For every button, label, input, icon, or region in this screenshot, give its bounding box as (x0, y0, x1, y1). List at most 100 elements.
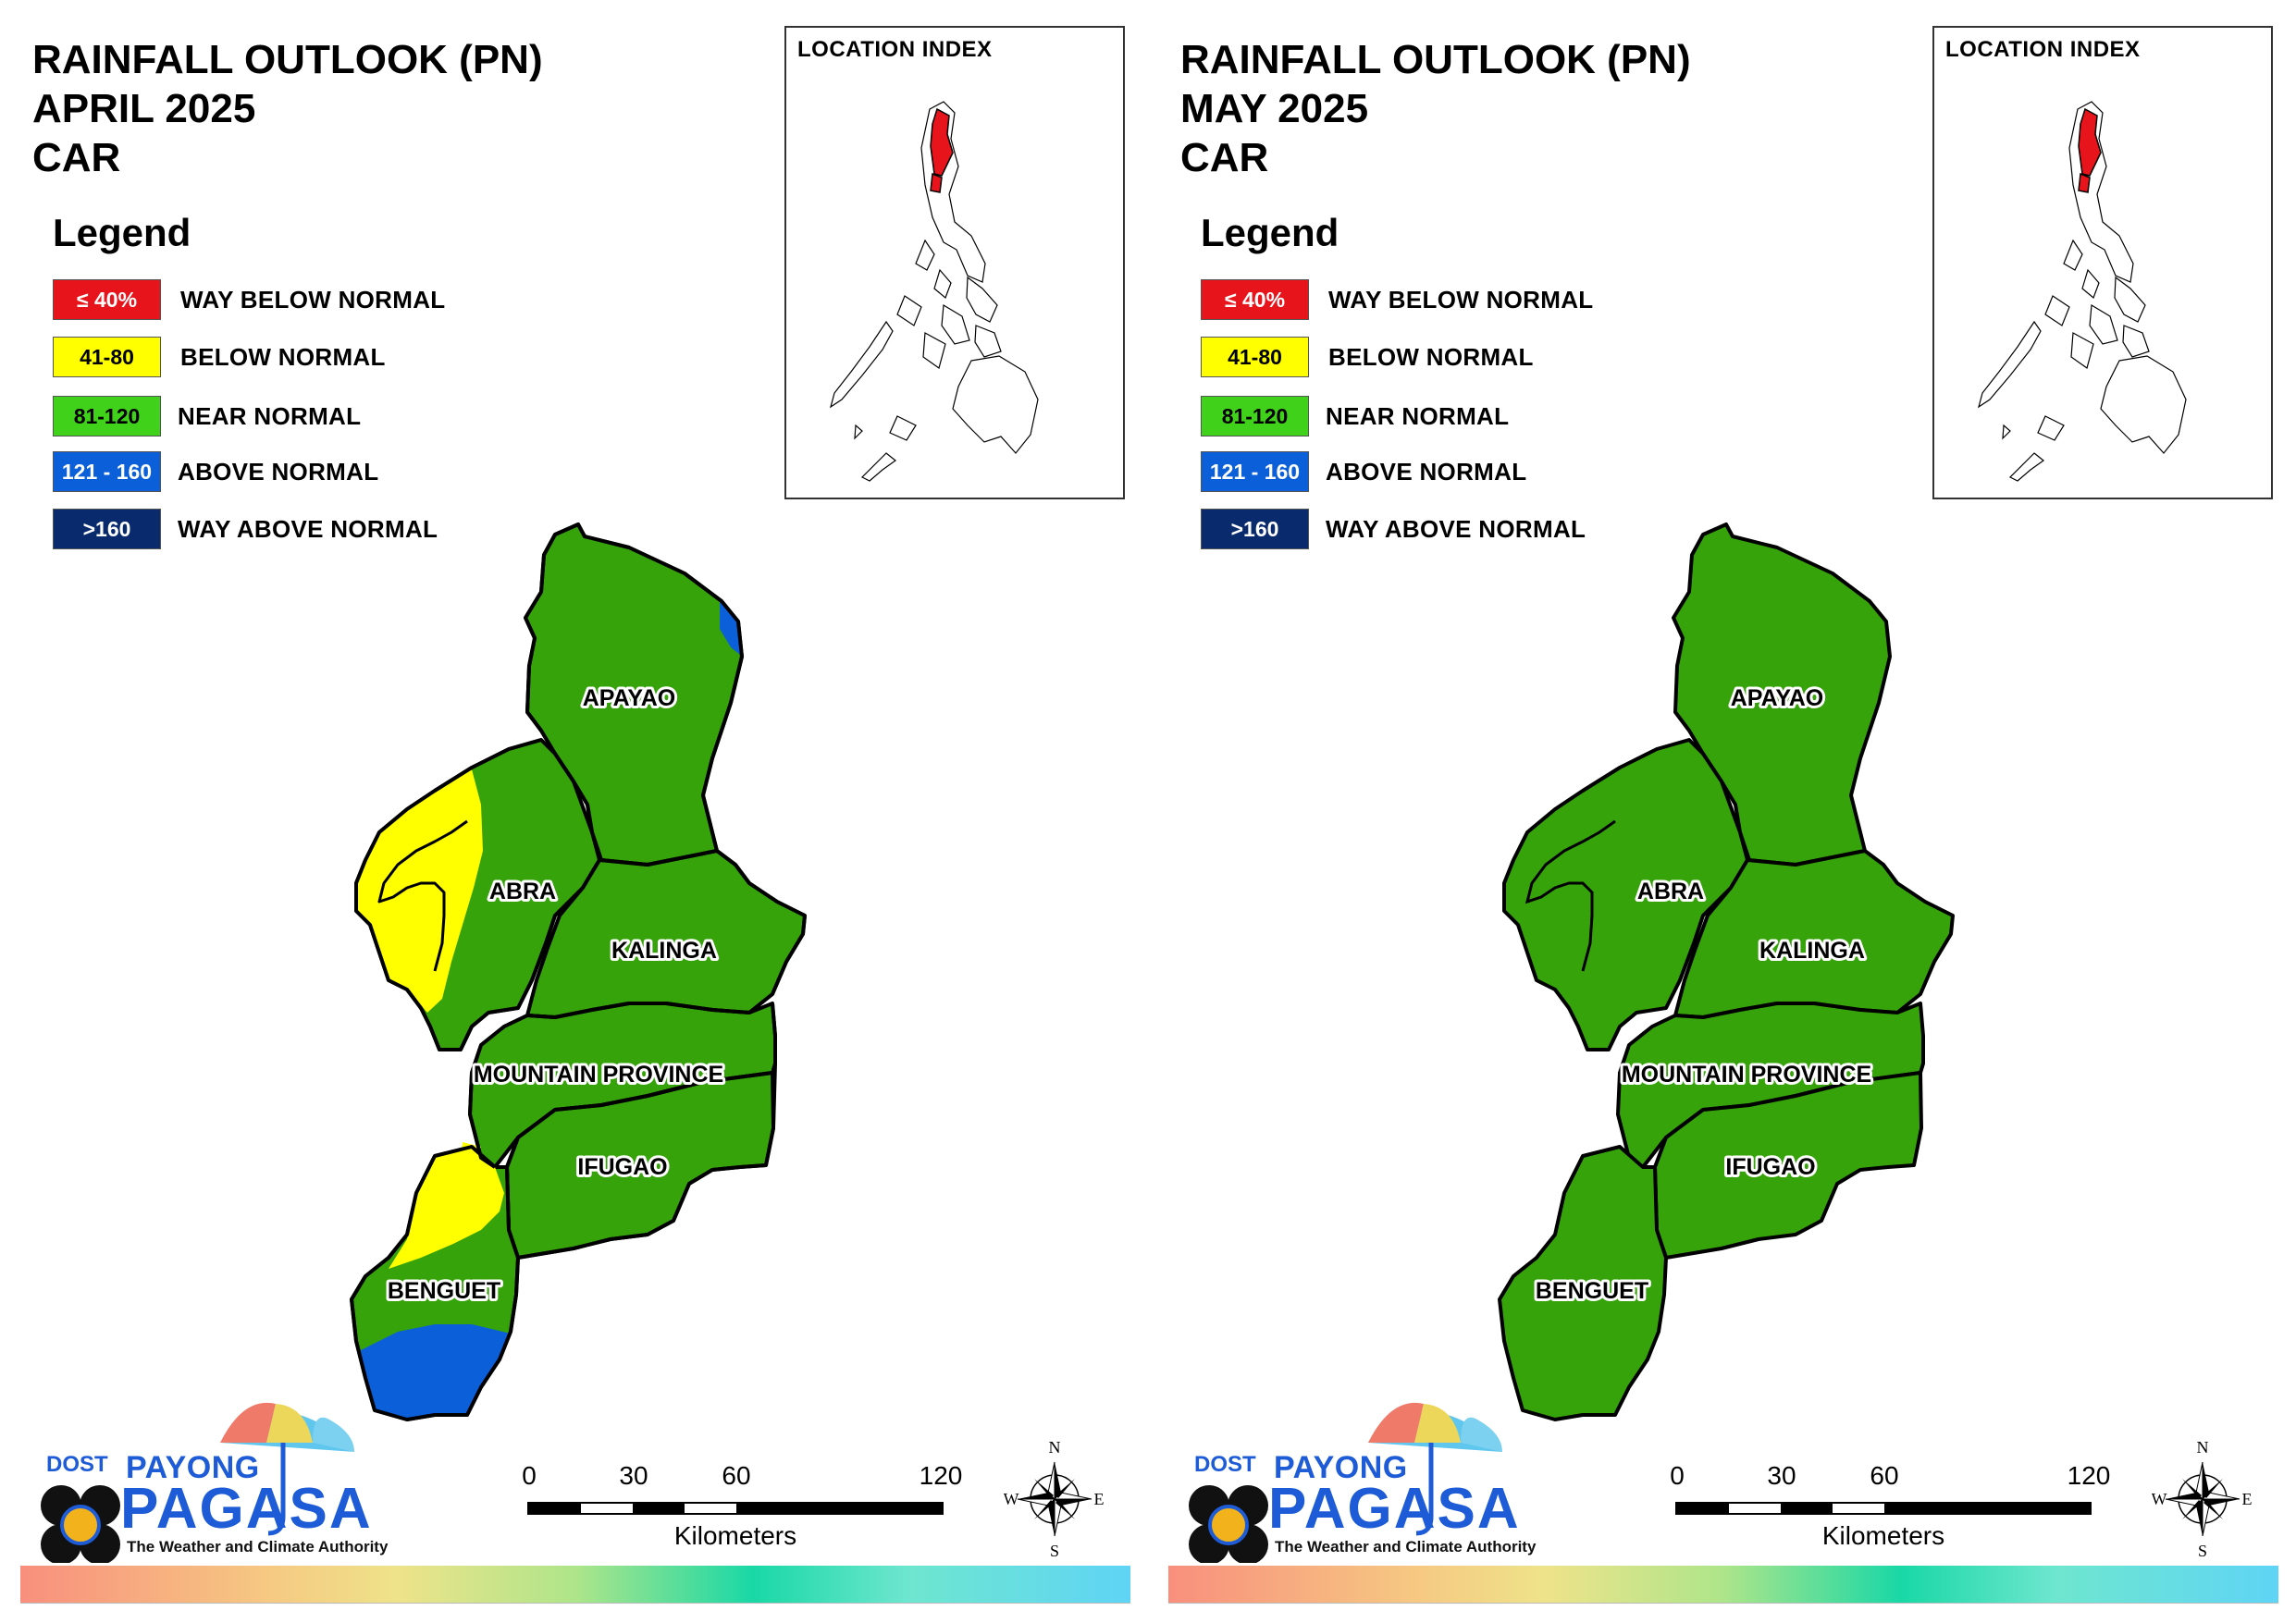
title-region: CAR (1180, 135, 1269, 180)
label-ifugao: IFUGAO (1725, 1154, 1815, 1180)
legend-label: BELOW NORMAL (1328, 343, 1534, 371)
scale-label: 0 (522, 1461, 537, 1490)
legend-swatch: ≤ 40% (53, 279, 161, 320)
scale-unit: Kilometers (1821, 1521, 1945, 1550)
legend-title: Legend (53, 211, 191, 254)
legend-label: NEAR NORMAL (178, 402, 362, 430)
legend-label: ABOVE NORMAL (178, 458, 379, 486)
pagasa-logo: DOST PAYONG PAGASA The Weather and Clima… (1183, 1387, 1537, 1563)
legend-swatch: 81-120 (1201, 396, 1309, 436)
legend-item-above: 121 - 160 ABOVE NORMAL (1201, 451, 1626, 494)
compass-rose-icon: N S E W (2152, 1438, 2253, 1560)
label-kalinga: KALINGA (1759, 938, 1865, 964)
legend-item-below: 41-80 BELOW NORMAL (53, 337, 478, 379)
title-region: CAR (32, 135, 121, 180)
scale-label: 0 (1670, 1461, 1685, 1490)
tagline-text: The Weather and Climate Authority (127, 1538, 389, 1555)
legend-label: BELOW NORMAL (180, 343, 386, 371)
footer-gradient-bar (20, 1566, 1130, 1603)
scale-bar-graphic (1675, 1502, 2092, 1515)
legend-item-below: 41-80 BELOW NORMAL (1201, 337, 1626, 379)
legend-swatch: >160 (53, 509, 161, 549)
legend-item-way-below: ≤ 40% WAY BELOW NORMAL (1201, 279, 1626, 322)
scale-unit: Kilometers (673, 1521, 797, 1550)
legend-label: NEAR NORMAL (1326, 402, 1510, 430)
scale-bar-graphic (527, 1502, 944, 1515)
location-index-title: LOCATION INDEX (1945, 37, 2141, 62)
legend-label: WAY BELOW NORMAL (180, 286, 446, 314)
map-title: RAINFALL OUTLOOK (PN) APRIL 2025 CAR (32, 35, 543, 182)
legend-label: ABOVE NORMAL (1326, 458, 1527, 486)
payong-text: PAYONG (1274, 1450, 1408, 1485)
label-apayao: APAYAO (583, 685, 676, 711)
legend-item-above: 121 - 160 ABOVE NORMAL (53, 451, 478, 494)
location-index: LOCATION INDEX (1932, 26, 2273, 499)
legend-swatch: ≤ 40% (1201, 279, 1309, 320)
location-index-title: LOCATION INDEX (797, 37, 993, 62)
philippines-locator-map (830, 101, 1039, 482)
legend-swatch: >160 (1201, 509, 1309, 549)
label-mountain-province: MOUNTAIN PROVINCE (1622, 1062, 1871, 1088)
legend-item-way-above: >160 WAY ABOVE NORMAL (1201, 509, 1626, 551)
car-rainfall-map-may: APAYAO ABRA KALINGA MOUNTAIN PROVINCE IF… (1498, 523, 1955, 1421)
legend-title: Legend (1201, 211, 1339, 254)
payong-text: PAYONG (126, 1450, 260, 1485)
footer-gradient-bar (1168, 1566, 2278, 1603)
title-line-1: RAINFALL OUTLOOK (PN) (1180, 37, 1691, 82)
philippines-locator-map (1978, 101, 2187, 482)
svg-text:N: N (1049, 1438, 1061, 1457)
label-abra: ABRA (489, 879, 556, 904)
scale-label: 60 (722, 1461, 751, 1490)
legend-label: WAY BELOW NORMAL (1328, 286, 1594, 314)
label-mountain-province: MOUNTAIN PROVINCE (474, 1062, 723, 1088)
dost-text: DOST (46, 1452, 108, 1477)
label-apayao: APAYAO (1731, 685, 1824, 711)
province-ifugao (1653, 1071, 1923, 1260)
svg-text:E: E (2242, 1490, 2253, 1508)
legend-swatch: 81-120 (53, 396, 161, 436)
label-abra: ABRA (1637, 879, 1704, 904)
tagline-text: The Weather and Climate Authority (1275, 1538, 1537, 1555)
label-kalinga: KALINGA (611, 938, 717, 964)
scale-label: 30 (1767, 1461, 1796, 1490)
svg-text:N: N (2197, 1438, 2209, 1457)
legend-item-way-below: ≤ 40% WAY BELOW NORMAL (53, 279, 478, 322)
compass-rose-icon: N S E W (1004, 1438, 1105, 1560)
scale-bar: 0 30 60 120 Kilometers (522, 1461, 962, 1563)
legend-swatch: 121 - 160 (1201, 451, 1309, 492)
april-panel: RAINFALL OUTLOOK (PN) APRIL 2025 CAR Leg… (20, 26, 1130, 1604)
umbrella-logo-icon (1189, 1402, 1502, 1563)
label-benguet: BENGUET (1536, 1278, 1648, 1304)
legend-item-near: 81-120 NEAR NORMAL (1201, 396, 1626, 438)
province-benguet (1498, 1145, 1668, 1421)
legend-swatch: 121 - 160 (53, 451, 161, 492)
title-line-1: RAINFALL OUTLOOK (PN) (32, 37, 543, 82)
scale-bar: 0 30 60 120 Kilometers (1670, 1461, 2110, 1563)
label-ifugao: IFUGAO (577, 1154, 667, 1180)
legend-swatch: 41-80 (1201, 337, 1309, 377)
scale-label: 120 (919, 1461, 963, 1490)
legend-label: WAY ABOVE NORMAL (178, 515, 438, 543)
legend-label: WAY ABOVE NORMAL (1326, 515, 1586, 543)
title-month: APRIL 2025 (32, 86, 256, 131)
scale-label: 30 (619, 1461, 648, 1490)
legend-item-way-above: >160 WAY ABOVE NORMAL (53, 509, 478, 551)
dost-text: DOST (1194, 1452, 1256, 1477)
footer-divider (20, 1603, 1130, 1604)
scale-label: 120 (2067, 1461, 2111, 1490)
pagasa-text: PAGASA (120, 1477, 373, 1541)
title-month: MAY 2025 (1180, 86, 1369, 131)
svg-text:E: E (1094, 1490, 1105, 1508)
footer-divider (1168, 1603, 2278, 1604)
car-rainfall-map-april: APAYAO ABRA KALINGA MOUNTAIN PROVINCE IF… (350, 523, 807, 1421)
map-title: RAINFALL OUTLOOK (PN) MAY 2025 CAR (1180, 35, 1691, 182)
pagasa-text: PAGASA (1268, 1477, 1521, 1541)
legend-item-near: 81-120 NEAR NORMAL (53, 396, 478, 438)
svg-text:W: W (2152, 1490, 2167, 1508)
umbrella-logo-icon (41, 1402, 354, 1563)
may-panel: RAINFALL OUTLOOK (PN) MAY 2025 CAR Legen… (1148, 0, 2296, 1623)
location-index: LOCATION INDEX (784, 26, 1125, 499)
svg-text:S: S (1050, 1542, 1059, 1558)
svg-text:S: S (2198, 1542, 2207, 1558)
legend-swatch: 41-80 (53, 337, 161, 377)
